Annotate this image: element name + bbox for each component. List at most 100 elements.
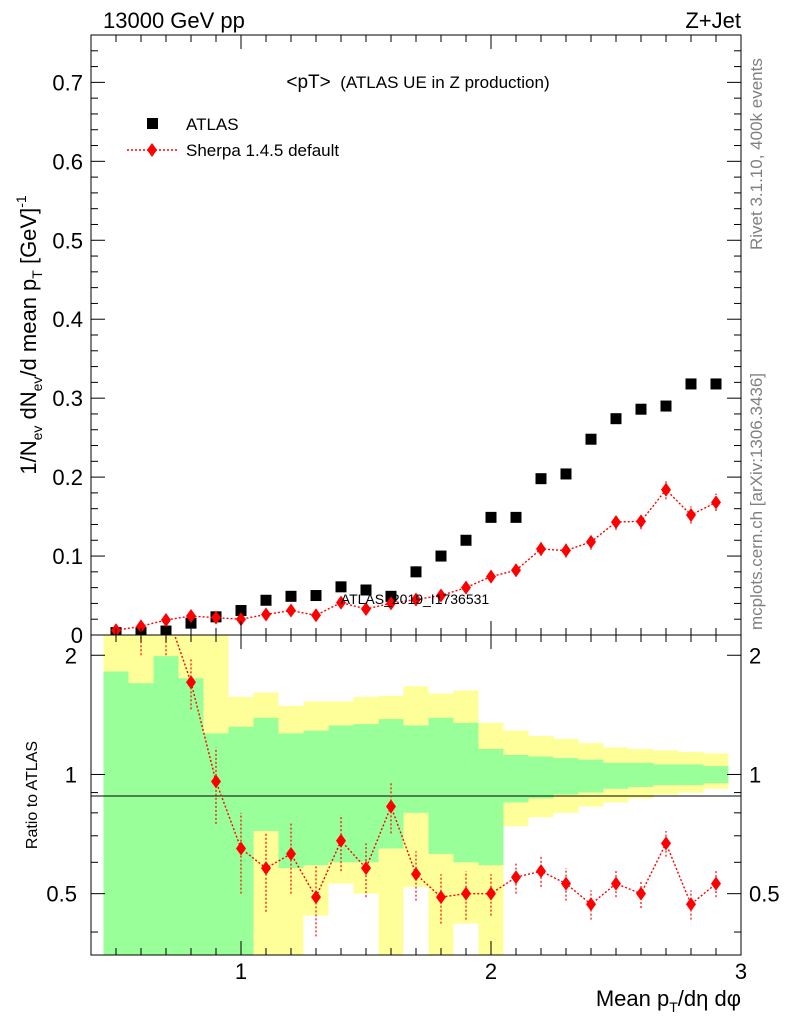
ratio-data-layer [140,635,721,937]
sherpa-point [686,508,696,522]
ratio-y-tick-label: 0.5 [46,882,77,907]
atlas-point [360,584,372,596]
sherpa-point [161,613,171,627]
main-y-tick-label: 0.7 [52,70,83,95]
atlas-point [710,378,722,390]
main-y-tick-label: 0.1 [52,544,83,569]
legend: ATLAS Sherpa 1.4.5 default [127,115,339,160]
atlas-point [285,590,297,602]
ratio-point [611,876,621,891]
header-left: 13000 GeV pp [103,8,245,33]
ratio-inner-band [153,656,179,955]
ratio-point [211,774,221,789]
x-axis-label: Mean pT/dη dφ [596,986,741,1015]
main-y-tick-label: 0.3 [52,386,83,411]
ratio-inner-band [253,717,279,831]
ratio-inner-band [353,724,379,863]
atlas-point [410,566,422,578]
ratio-y-tick-label: 1 [65,762,77,787]
ratio-point [286,846,296,861]
ratio-point [461,886,471,901]
sherpa-point [611,515,621,530]
legend-sherpa-marker [147,143,157,157]
sherpa-point [486,569,496,584]
main-y-tick-label: 0 [71,623,83,648]
ratio-panel: 0.5 0.5 1 1 2 2 1 2 3 Ratio to ATLAS Mean pT/dη … [24,634,780,1015]
ratio-inner-band [703,766,729,784]
sherpa-point [186,609,196,624]
main-title-sub: (ATLAS UE in Z production) [340,73,549,92]
header-right: Z+Jet [685,8,741,33]
sherpa-point [386,596,396,611]
ratio-y-tick-label: 2 [65,643,77,668]
atlas-point [660,400,672,412]
sherpa-point [411,592,421,607]
sherpa-point [561,543,571,558]
ratio-inner-band [653,764,679,786]
ratio-point [586,897,596,912]
ratio-inner-band [553,758,579,795]
main-y-axis-label: 1/Nev dNev/d mean pT [GeV]-1 [13,195,45,475]
legend-atlas-label: ATLAS [186,115,239,134]
ratio-inner-band [178,678,204,955]
rivet-version-label: Rivet 3.1.10, 400k events [747,58,766,250]
sherpa-point [336,595,346,610]
x-tick-label: 1 [235,959,247,984]
ratio-inner-band [678,764,704,786]
x-tick-label: 3 [735,959,747,984]
ratio-point [486,886,496,901]
atlas-point [385,590,397,602]
atlas-point [485,511,497,523]
ratio-point [711,876,721,891]
source-label: mcplots.cern.ch [arXiv:1306.3436] [747,373,766,630]
sherpa-point [461,580,471,595]
main-y-tick-label: 0.6 [52,149,83,174]
ratio-point [686,897,696,912]
main-axis-ticks: 0 0.1 0.2 0.3 0.4 0.5 0.6 0.7 [52,35,742,648]
ratio-uncertainty-bands [103,635,729,955]
ratio-inner-band [628,762,654,787]
ratio-inner-band [603,762,629,789]
main-y-tick-label: 0.5 [52,228,83,253]
legend-sherpa-label: Sherpa 1.4.5 default [186,141,339,160]
ratio-point [661,836,671,851]
x-tick-label: 2 [485,959,497,984]
sherpa-point [261,607,271,622]
ratio-point [186,675,196,690]
atlas-point [510,511,522,523]
atlas-point [685,378,697,390]
ratio-y-axis-label: Ratio to ATLAS [24,741,41,849]
atlas-point [335,581,347,593]
atlas-point [560,468,572,480]
ratio-point [261,861,271,876]
sherpa-point [361,601,371,616]
ratio-axis-ticks: 0.5 0.5 1 1 2 2 1 2 3 [46,635,780,984]
sherpa-point [436,588,446,603]
sherpa-point [636,514,646,529]
sherpa-point [586,534,596,549]
ratio-y-tick-label-right: 1 [749,762,761,787]
atlas-point [585,433,597,445]
atlas-point [435,550,447,562]
ratio-y-tick-label-right: 0.5 [749,882,780,907]
ratio-inner-band [478,748,504,866]
ratio-inner-band [278,733,304,869]
main-y-tick-label: 0.4 [52,307,83,332]
sherpa-point [211,610,221,625]
main-data-layer [110,378,722,639]
atlas-point [535,473,547,485]
ratio-inner-band [453,722,479,863]
sherpa-point [536,541,546,556]
sherpa-point [286,603,296,618]
main-panel: ATLAS_2019_I1736531 00.10.20.30.40.50.60… [13,34,742,648]
ratio-y-tick-label-right: 2 [749,643,761,668]
ratio-inner-band [303,730,329,866]
atlas-point [260,594,272,606]
ratio-point [536,864,546,879]
ratio-inner-band [403,725,429,813]
ratio-inner-band [128,683,154,955]
main-title: <pT> (ATLAS UE in Z production) [286,72,549,93]
ratio-point [561,876,571,891]
ratio-point [386,799,396,814]
